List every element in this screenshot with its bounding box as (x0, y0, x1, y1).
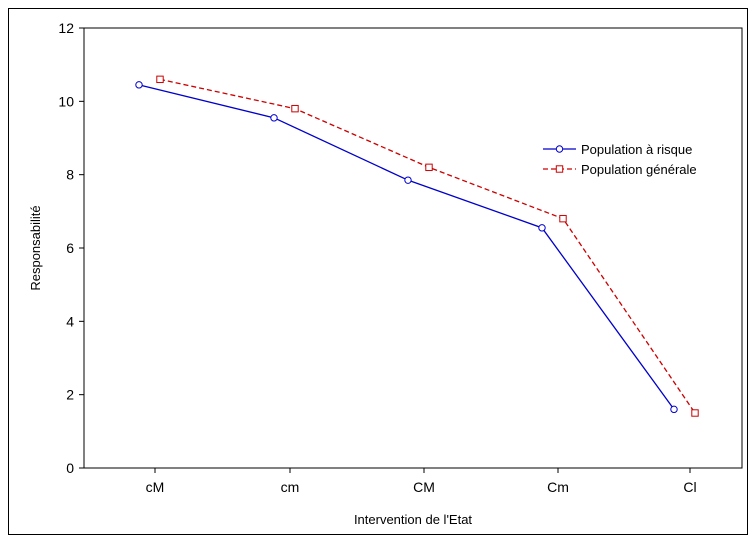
x-axis-label: Intervention de l'Etat (354, 512, 472, 527)
plot-area (83, 27, 743, 469)
data-point-marker (538, 224, 546, 232)
y-axis-label: Responsabilité (28, 205, 43, 290)
legend-item: Population à risque (543, 142, 692, 157)
y-tick-label: 6 (66, 240, 74, 256)
y-tick-label: 10 (58, 93, 74, 109)
chart-frame (8, 8, 748, 535)
data-point-marker (135, 81, 143, 89)
legend-label: Population à risque (581, 142, 692, 157)
x-tick-label: cm (281, 479, 300, 495)
y-tick-label: 12 (58, 20, 74, 36)
legend: Population à risque Population générale (543, 142, 697, 177)
legend-marker (555, 145, 564, 153)
data-point-marker (670, 405, 678, 414)
y-axis-ticks: 0 2 4 6 8 10 12 (58, 20, 84, 476)
y-tick-label: 2 (66, 387, 74, 403)
x-tick-label: Cm (547, 479, 569, 495)
y-tick-label: 0 (66, 460, 74, 476)
data-point-marker (425, 163, 433, 172)
x-tick-label: cM (146, 479, 165, 495)
data-point-marker (559, 214, 567, 223)
x-tick-label: Cl (683, 479, 696, 495)
data-point-marker (691, 409, 699, 417)
series-1 (135, 81, 678, 414)
legend-item: Population générale (543, 162, 697, 177)
data-point-marker (404, 176, 412, 184)
x-axis-ticks: cM cm CM Cm Cl (146, 468, 697, 495)
series-line (138, 84, 675, 410)
series-line (159, 78, 696, 414)
x-tick-label: CM (413, 479, 435, 495)
y-tick-label: 8 (66, 167, 74, 183)
series-layer (135, 75, 699, 417)
data-point-marker (291, 104, 299, 113)
data-point-marker (270, 114, 278, 122)
legend-marker (555, 165, 564, 173)
y-tick-label: 4 (66, 313, 74, 329)
legend-label: Population générale (581, 162, 697, 177)
series-2 (156, 75, 699, 417)
data-point-marker (156, 75, 164, 84)
